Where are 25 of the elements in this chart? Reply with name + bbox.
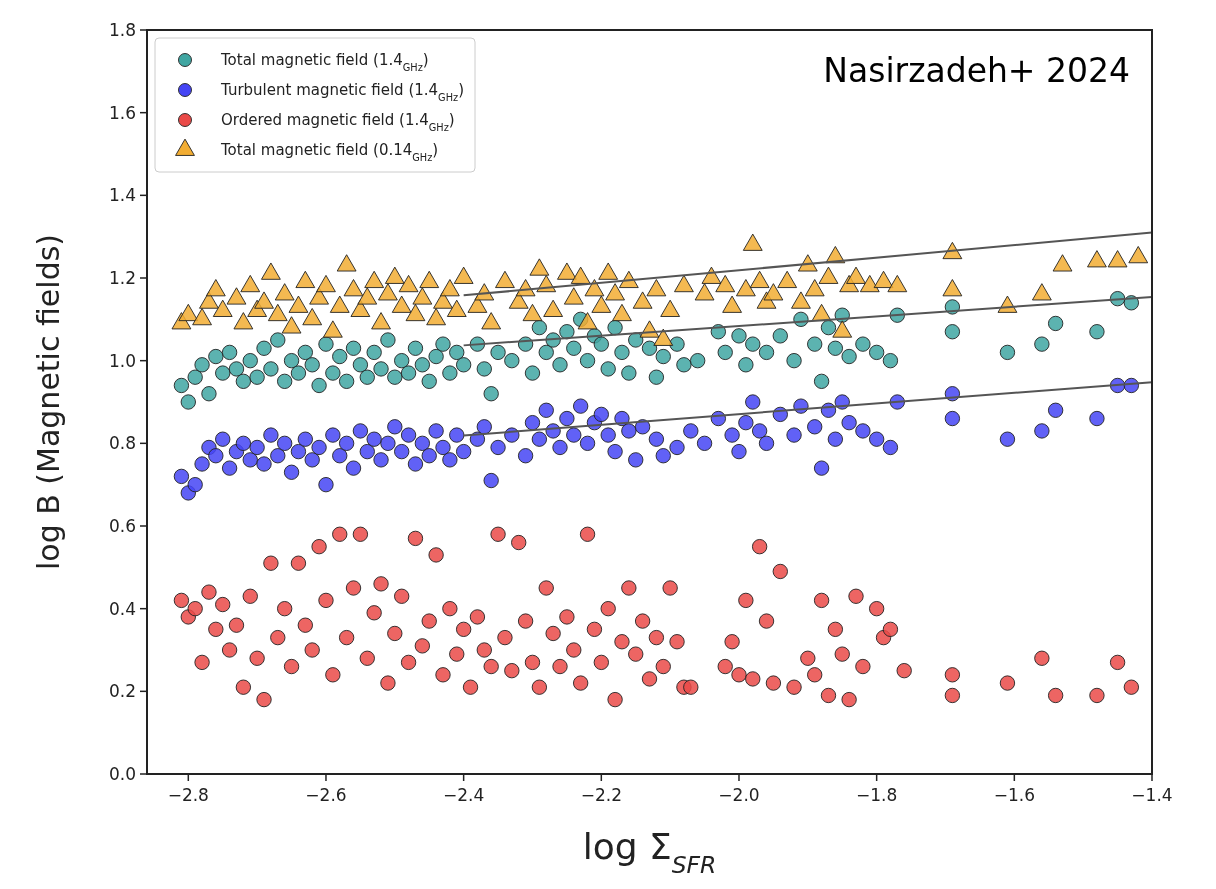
y-axis-title: log B (Magnetic fields) (31, 233, 66, 571)
legend-label: Ordered magnetic field (1.4$_{GHz}$) (221, 111, 455, 133)
y-tick-label: 0.8 (108, 433, 136, 454)
x-tick-label: −1.8 (856, 785, 898, 805)
legend-label: Total magnetic field (0.14$_{GHz}$) (220, 141, 439, 163)
y-tick-label: 0.4 (108, 598, 136, 619)
y-tick-label: 0.6 (108, 515, 136, 536)
x-axis-title: log Σ$_{SFR}$ (582, 826, 717, 879)
y-tick-label: 0.0 (108, 763, 136, 784)
annotation: Nasirzadeh+ 2024 (823, 51, 1130, 90)
y-tick-label: 1.6 (108, 102, 136, 123)
x-tick-label: −2.4 (443, 785, 485, 805)
legend-label: Total magnetic field (1.4$_{GHz}$) (220, 51, 429, 73)
x-tick-label: −2.2 (580, 785, 622, 805)
x-tick-label: −2.0 (718, 785, 760, 805)
y-tick-label: 1.2 (108, 267, 136, 288)
x-tick-label: −2.8 (167, 785, 209, 805)
y-tick-label: 1.4 (108, 185, 136, 206)
y-tick-label: 1.0 (108, 350, 136, 371)
y-tick-label: 0.2 (108, 681, 136, 702)
x-tick-label: −1.4 (1131, 785, 1173, 805)
x-tick-label: −2.6 (305, 785, 347, 805)
legend-label: Turbulent magnetic field (1.4$_{GHz}$) (220, 81, 464, 103)
x-tick-label: −1.6 (993, 785, 1035, 805)
y-tick-label: 1.8 (108, 19, 136, 40)
